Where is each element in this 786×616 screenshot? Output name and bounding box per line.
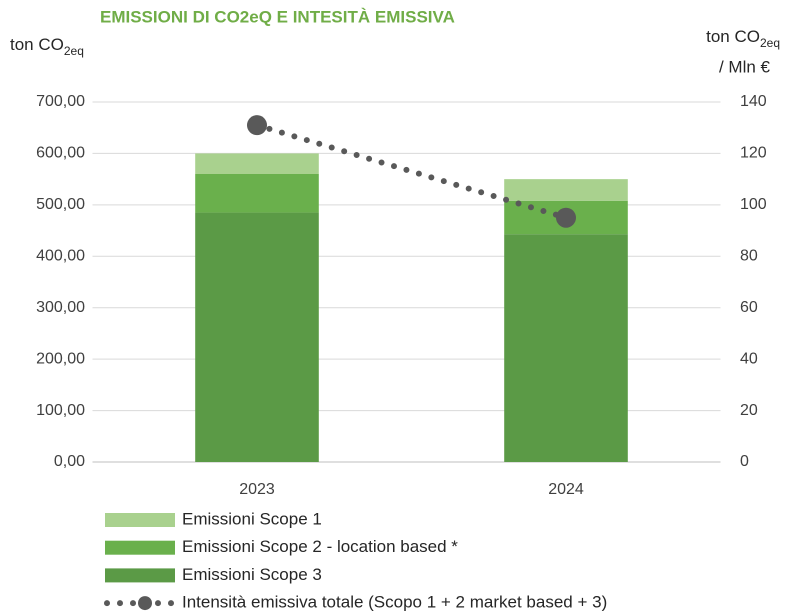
bar bbox=[195, 212, 319, 462]
legend-dot bbox=[155, 600, 161, 607]
y-tick-label: 600,00 bbox=[36, 145, 85, 162]
y2-axis-label-line2: / Mln € bbox=[719, 57, 771, 76]
legend-label: Emissioni Scope 3 bbox=[182, 565, 322, 584]
legend-dot bbox=[168, 600, 174, 607]
bar bbox=[195, 153, 319, 174]
y-axis-label: ton CO2eq bbox=[10, 35, 84, 58]
y2-axis-label: ton CO2eq bbox=[706, 27, 780, 50]
y2-tick-label: 0 bbox=[740, 453, 749, 470]
y-axis-label-main: ton CO bbox=[10, 35, 64, 54]
y-tick-label: 700,00 bbox=[36, 93, 85, 110]
bar bbox=[195, 174, 319, 213]
y2-tick-label: 140 bbox=[740, 93, 767, 110]
legend-dot bbox=[104, 600, 110, 607]
chart-title: EMISSIONI DI CO2eQ E INTESITÀ EMISSIVA bbox=[100, 7, 455, 26]
y2-tick-label: 120 bbox=[740, 145, 767, 162]
y-axis-label-sub: 2eq bbox=[64, 44, 84, 58]
x-tick-label: 2024 bbox=[548, 481, 584, 498]
y2-tick-label: 80 bbox=[740, 248, 758, 265]
legend-label: Emissioni Scope 2 - location based * bbox=[182, 537, 458, 556]
y-tick-label: 0,00 bbox=[54, 453, 85, 470]
y-tick-label: 200,00 bbox=[36, 350, 85, 367]
legend-marker bbox=[138, 596, 152, 611]
legend-dot bbox=[117, 600, 123, 607]
y2-tick-label: 40 bbox=[740, 350, 758, 367]
y-tick-label: 300,00 bbox=[36, 299, 85, 316]
legend-swatch bbox=[105, 513, 175, 527]
y2-tick-label: 100 bbox=[740, 196, 767, 213]
x-tick-label: 2023 bbox=[239, 481, 275, 498]
y2-axis-label-sub: 2eq bbox=[760, 36, 780, 50]
bar bbox=[504, 234, 628, 462]
bar bbox=[504, 179, 628, 201]
y-tick-label: 100,00 bbox=[36, 402, 85, 419]
legend-swatch bbox=[105, 568, 175, 583]
y2-tick-label: 20 bbox=[740, 402, 758, 419]
y-tick-label: 400,00 bbox=[36, 248, 85, 265]
y-tick-label: 500,00 bbox=[36, 196, 85, 213]
line-marker bbox=[247, 115, 267, 136]
line-marker bbox=[556, 207, 576, 228]
legend-label: Emissioni Scope 1 bbox=[182, 509, 322, 528]
legend-label: Intensità emissiva totale (Scopo 1 + 2 m… bbox=[182, 593, 607, 612]
y2-tick-label: 60 bbox=[740, 299, 758, 316]
legend-swatch bbox=[105, 540, 175, 555]
line bbox=[254, 122, 569, 221]
y2-axis-label-main: ton CO bbox=[706, 27, 760, 46]
legend-dot bbox=[130, 600, 136, 607]
